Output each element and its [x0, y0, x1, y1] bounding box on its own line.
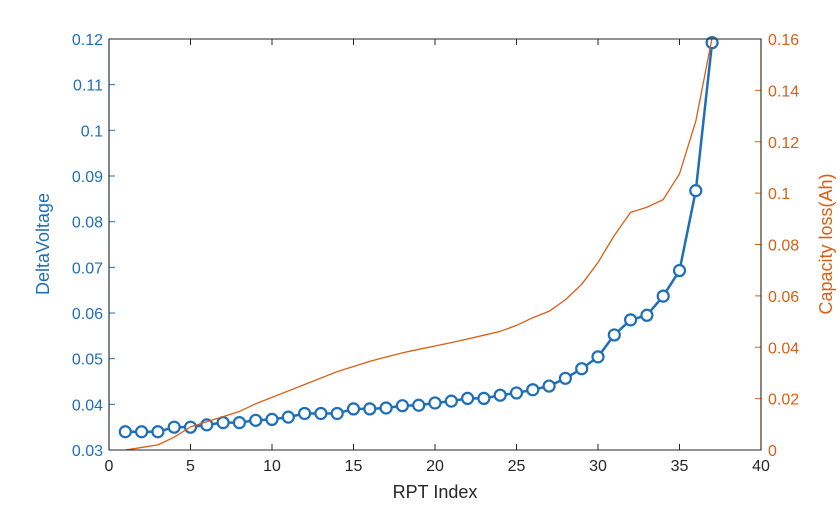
plot-frame: [108, 38, 762, 451]
series-layer: [118, 36, 719, 451]
y-left-tick-label: 0.07: [72, 260, 103, 277]
y-right-tick-label: 0.02: [768, 392, 799, 409]
x-tick-label: 35: [671, 458, 689, 475]
delta-voltage-point: [314, 406, 328, 421]
delta-voltage-point: [395, 399, 409, 413]
x-tick-label: 40: [752, 458, 770, 475]
delta-voltage-point: [493, 388, 507, 402]
y-left-tick-label: 0.12: [72, 32, 103, 49]
delta-voltage-point: [477, 391, 491, 405]
y-axis-label-left: DeltaVoltage: [33, 193, 53, 295]
y-right-tick-label: 0.04: [768, 340, 799, 357]
right-axis: 0 0.02 0.04 0.06 0.08 0.1 0.12 0.14 0.16: [755, 32, 799, 460]
y-right-tick-label: 0: [768, 443, 777, 460]
delta-voltage-point: [575, 362, 589, 376]
capacity-loss-line: [125, 37, 713, 451]
delta-voltage-point: [135, 425, 149, 439]
x-tick-label: 25: [508, 458, 526, 475]
left-axis: 0.03 0.04 0.05 0.06 0.07 0.08 0.09 0.1 0.11 0.12: [72, 32, 115, 460]
y-left-tick-label: 0.04: [72, 397, 103, 414]
delta-voltage-point: [558, 371, 573, 385]
delta-voltage-point: [298, 406, 312, 421]
delta-voltage-point: [167, 420, 181, 434]
delta-voltage-point: [346, 402, 361, 416]
y-right-tick-label: 0.14: [768, 83, 799, 100]
y-left-tick-label: 0.03: [72, 443, 103, 460]
delta-voltage-point: [249, 413, 263, 427]
delta-voltage-point: [656, 289, 670, 303]
delta-voltage-point: [591, 350, 605, 364]
y-left-tick-label: 0.09: [72, 169, 103, 186]
x-tick-label: 5: [186, 458, 195, 475]
y-right-tick-label: 0.06: [768, 289, 799, 306]
x-tick-label: 0: [105, 458, 114, 475]
delta-voltage-point: [265, 412, 279, 426]
delta-voltage-point: [118, 425, 132, 439]
delta-voltage-point: [623, 313, 638, 327]
x-tick-label: 10: [263, 458, 281, 475]
y-left-tick-label: 0.05: [72, 352, 103, 369]
y-left-tick-label: 0.11: [73, 78, 103, 95]
delta-voltage-point: [444, 394, 458, 408]
delta-voltage-point: [607, 328, 621, 342]
x-axis: 0 5 10 15 20 25 30 35 40: [105, 39, 770, 475]
delta-voltage-point: [216, 416, 230, 430]
x-tick-label: 20: [426, 458, 444, 475]
delta-voltage-point: [542, 379, 556, 393]
x-tick-label: 15: [345, 458, 363, 475]
delta-voltage-point: [281, 410, 295, 424]
x-tick-label: 30: [589, 458, 607, 475]
delta-voltage-point: [509, 386, 524, 400]
delta-voltage-point: [428, 396, 442, 410]
delta-voltage-point: [689, 184, 703, 198]
delta-voltage-point: [151, 425, 165, 439]
delta-voltage-point: [461, 391, 475, 405]
delta-voltage-point: [526, 383, 540, 397]
delta-voltage-point: [330, 406, 344, 421]
y-left-tick-label: 0.1: [81, 123, 103, 140]
delta-voltage-point: [705, 36, 719, 50]
delta-voltage-point: [379, 401, 393, 415]
y-right-tick-label: 0.1: [768, 186, 790, 203]
delta-voltage-point: [640, 308, 654, 322]
delta-voltage-point: [363, 402, 377, 416]
delta-voltage-point: [412, 398, 426, 412]
y-left-tick-label: 0.06: [72, 306, 103, 323]
delta-voltage-point: [672, 263, 687, 278]
plot-area: [109, 39, 761, 450]
y-right-tick-label: 0.16: [768, 32, 799, 49]
y-left-tick-label: 0.08: [72, 215, 103, 232]
delta-voltage-point: [232, 416, 246, 430]
x-axis-label: RPT Index: [393, 482, 478, 502]
y-axis-label-right: Capacity loss(Ah): [816, 173, 836, 314]
y-right-tick-label: 0.12: [768, 135, 799, 152]
y-right-tick-label: 0.08: [768, 238, 799, 255]
